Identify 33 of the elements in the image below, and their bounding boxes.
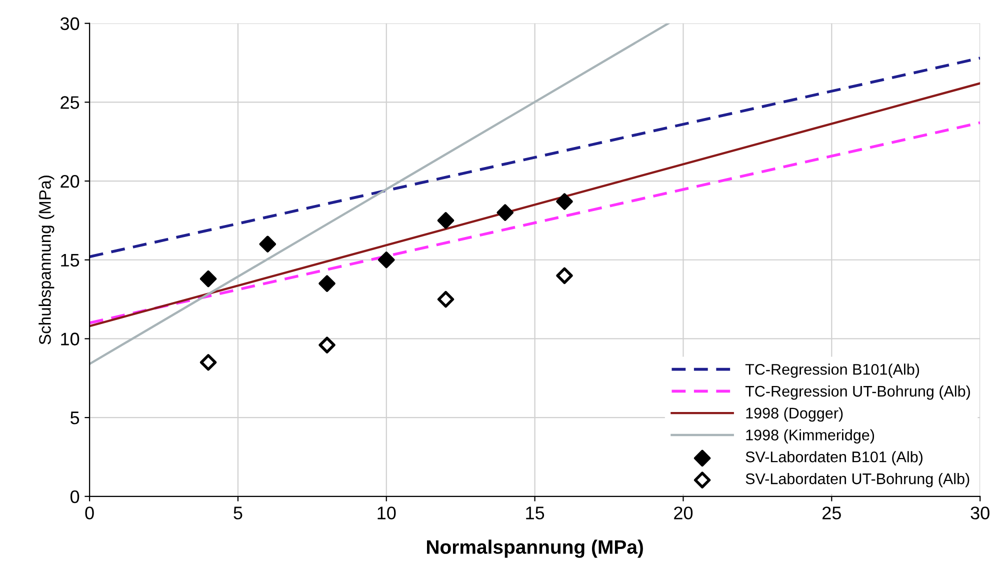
- y-tick-label: 10: [61, 332, 80, 346]
- y-tick-label: 0: [70, 490, 80, 504]
- legend-label: TC-Regression B101(Alb): [745, 364, 920, 378]
- point: [200, 270, 217, 288]
- point: [200, 354, 217, 371]
- legend-label: 1998 (Dogger): [746, 407, 843, 422]
- point: [437, 212, 454, 229]
- y-tick-label: 30: [60, 17, 80, 30]
- point: [556, 193, 573, 210]
- point: [556, 267, 573, 284]
- y-tick-label: 5: [70, 412, 80, 424]
- point: [496, 204, 514, 221]
- x-axis-title: Normalspannung (MPa): [427, 540, 643, 558]
- x-tick-label: 20: [674, 506, 693, 520]
- x-tick-label: 15: [526, 506, 544, 520]
- x-tick-label: 0: [85, 506, 94, 520]
- y-tick-label: 25: [60, 96, 80, 109]
- x-tick-label: 5: [234, 506, 242, 520]
- legend-label: SV-Labordaten UT-Bohrung (Alb): [746, 472, 970, 488]
- x-tick-label: 10: [378, 506, 396, 520]
- point: [259, 236, 276, 252]
- x-tick-label: 25: [822, 506, 841, 520]
- y-tick-label: 15: [61, 254, 80, 267]
- point: [437, 290, 454, 308]
- legend-label: SV-Labordaten B101 (Alb): [746, 451, 922, 466]
- y-axis-title: Schubspannung (MPa): [38, 176, 54, 344]
- legend-label: 1998 (Kimmeridge): [746, 429, 874, 444]
- point: [318, 275, 336, 292]
- legend-label: TC-Regression UT-Bohrung (Alb): [745, 385, 970, 400]
- point: [378, 252, 395, 268]
- point: [318, 336, 336, 354]
- y-tick-label: 20: [60, 174, 80, 188]
- x-tick-label: 30: [970, 506, 990, 520]
